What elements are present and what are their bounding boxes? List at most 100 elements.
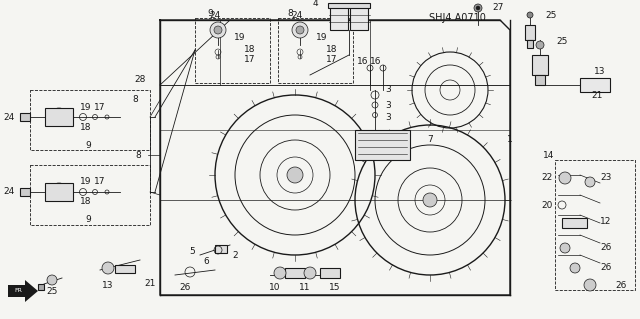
Text: 8: 8	[135, 151, 141, 160]
Text: 23: 23	[600, 174, 611, 182]
Bar	[38, 284, 44, 290]
Circle shape	[423, 193, 437, 207]
Circle shape	[304, 267, 316, 279]
Bar	[328, 3, 370, 8]
Text: 18: 18	[80, 122, 92, 131]
Circle shape	[214, 26, 222, 34]
Text: 19: 19	[234, 33, 246, 42]
Circle shape	[296, 26, 304, 34]
Bar	[527, 40, 533, 48]
Text: 9: 9	[207, 9, 213, 18]
Bar	[45, 108, 73, 126]
Text: 26: 26	[600, 243, 611, 253]
Circle shape	[50, 183, 68, 201]
Bar	[355, 130, 410, 160]
Text: 24: 24	[4, 113, 15, 122]
Bar	[115, 265, 135, 273]
Text: 27: 27	[492, 4, 504, 12]
Circle shape	[570, 263, 580, 273]
Circle shape	[560, 243, 570, 253]
Bar	[320, 268, 340, 278]
Text: 25: 25	[556, 38, 568, 47]
Bar	[30, 165, 150, 225]
Text: 17: 17	[244, 56, 256, 64]
Text: 9: 9	[85, 140, 91, 150]
Circle shape	[102, 262, 114, 274]
Text: 12: 12	[600, 218, 611, 226]
Text: 17: 17	[94, 102, 106, 112]
Bar	[532, 55, 548, 75]
Circle shape	[210, 22, 226, 38]
Text: 11: 11	[300, 283, 311, 292]
Bar	[330, 5, 348, 30]
Bar	[195, 18, 270, 83]
Bar	[45, 183, 73, 201]
Text: 13: 13	[595, 68, 605, 77]
Bar	[580, 78, 610, 92]
Circle shape	[292, 22, 308, 38]
Bar	[285, 268, 305, 278]
Text: 21: 21	[591, 91, 603, 100]
Text: 17: 17	[326, 56, 338, 64]
Circle shape	[585, 177, 595, 187]
Circle shape	[287, 167, 303, 183]
Text: 10: 10	[269, 283, 281, 292]
Text: 28: 28	[134, 76, 146, 85]
Circle shape	[474, 4, 482, 12]
Text: 18: 18	[326, 46, 338, 55]
Text: 25: 25	[545, 11, 556, 19]
Text: 26: 26	[615, 280, 627, 290]
Bar	[30, 90, 150, 150]
Text: 22: 22	[541, 174, 553, 182]
Text: 26: 26	[600, 263, 611, 272]
Text: 17: 17	[94, 177, 106, 187]
Text: 16: 16	[357, 57, 369, 66]
Text: 19: 19	[80, 177, 92, 187]
Circle shape	[536, 41, 544, 49]
Circle shape	[50, 108, 68, 126]
Text: 13: 13	[102, 280, 114, 290]
Polygon shape	[8, 280, 38, 302]
Text: 21: 21	[144, 278, 156, 287]
Text: 24: 24	[4, 188, 15, 197]
Text: 3: 3	[385, 100, 391, 109]
Bar	[215, 245, 227, 253]
Text: FR: FR	[14, 288, 22, 293]
Text: 19: 19	[316, 33, 328, 42]
Circle shape	[527, 12, 533, 18]
Text: 25: 25	[46, 286, 58, 295]
Text: 8: 8	[132, 95, 138, 105]
Text: 7: 7	[427, 136, 433, 145]
Bar	[535, 75, 545, 85]
Text: SHJ4 A0710: SHJ4 A0710	[429, 12, 486, 23]
Text: 18: 18	[244, 46, 256, 55]
Text: 9: 9	[85, 216, 91, 225]
Circle shape	[274, 267, 286, 279]
Text: 4: 4	[312, 0, 318, 8]
Bar	[278, 18, 353, 83]
Text: 16: 16	[371, 57, 381, 66]
Circle shape	[476, 6, 480, 10]
Text: 19: 19	[80, 102, 92, 112]
Circle shape	[47, 275, 57, 285]
Circle shape	[559, 172, 571, 184]
Text: 8: 8	[287, 9, 293, 18]
Text: 18: 18	[80, 197, 92, 206]
Text: 20: 20	[541, 201, 553, 210]
Bar	[555, 160, 635, 290]
Text: 3: 3	[385, 85, 391, 94]
Bar	[20, 113, 30, 121]
Text: 26: 26	[179, 283, 191, 292]
Text: 24: 24	[291, 11, 303, 20]
Text: 24: 24	[209, 11, 221, 20]
Text: 6: 6	[203, 257, 209, 266]
Bar	[562, 218, 587, 228]
Text: 5: 5	[189, 248, 195, 256]
Text: 14: 14	[543, 151, 554, 160]
Text: 1: 1	[507, 136, 513, 145]
Text: 2: 2	[232, 250, 238, 259]
Bar	[525, 25, 535, 40]
Text: 15: 15	[329, 283, 340, 292]
Circle shape	[584, 279, 596, 291]
Text: 3: 3	[385, 114, 391, 122]
